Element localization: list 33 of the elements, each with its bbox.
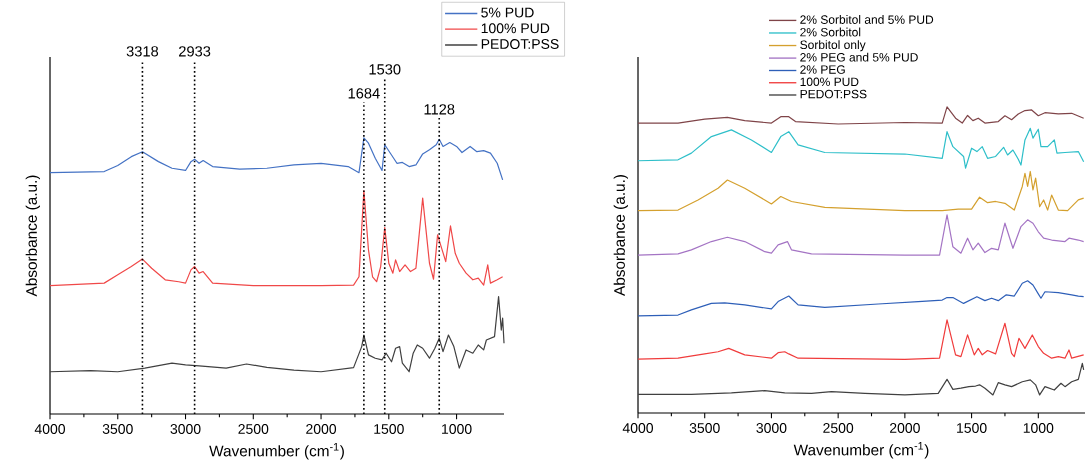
legend-label: 2% Sorbitol and 5% PUD	[800, 15, 934, 24]
legend-label: 2% PEG and 5% PUD	[800, 52, 918, 62]
x-tick-label: 4000	[34, 424, 66, 434]
ref-line-label: 1530	[369, 64, 401, 75]
legend-label: 100% PUD	[800, 77, 859, 87]
x-tick-label: 2000	[306, 424, 337, 434]
y-axis-title: Absorbance (a.u.)	[25, 175, 40, 297]
legend-label: PEDOT:PSS	[800, 89, 867, 99]
x-tick-label: 3500	[102, 424, 133, 434]
x-axis-title: Wavenumber (cm$^{-1}$)	[209, 443, 344, 460]
legend-label: 100% PUD	[481, 23, 550, 34]
x-tick-label: 3000	[170, 424, 201, 434]
ref-line-label: 1684	[348, 88, 380, 99]
legend-label: 5% PUD	[481, 7, 534, 18]
ref-line-label: 3318	[126, 46, 159, 57]
ref-line-label: 2933	[179, 46, 211, 57]
x-axis-title: Wavenumber (cm$^{-1}$)	[793, 442, 929, 459]
y-axis-title: Absorbance (a.u.)	[613, 175, 628, 296]
ref-line-label: 1128	[424, 104, 455, 115]
x-tick-label: 2500	[823, 423, 854, 433]
x-tick-label: 3000	[756, 423, 787, 433]
x-tick-label: 1000	[1023, 423, 1054, 433]
x-tick-label: 3500	[689, 423, 720, 433]
legend-label: Sorbitol only	[800, 40, 866, 52]
x-tick-label: 2000	[890, 423, 920, 433]
legend-label: 2% Sorbitol	[800, 27, 861, 37]
legend-label: 2% PEG	[800, 65, 845, 74]
x-tick-label: 1500	[957, 423, 987, 433]
x-tick-label: 1500	[374, 424, 404, 434]
legend-label: PEDOT:PSS	[481, 39, 559, 50]
x-tick-label: 4000	[622, 423, 654, 433]
x-tick-label: 2500	[238, 424, 269, 434]
x-tick-label: 1000	[442, 424, 472, 434]
